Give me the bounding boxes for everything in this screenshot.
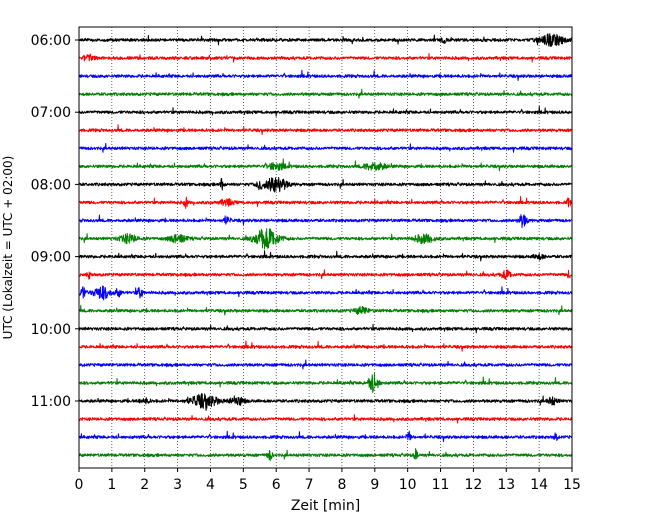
trace-line	[78, 430, 573, 442]
trace-line	[78, 359, 573, 370]
x-axis: 0 1 2 3 4 5 6 7 8 9 10 11 12 13 14 15	[75, 468, 581, 493]
trace-line	[78, 105, 573, 117]
x-tick-label: 8	[337, 477, 346, 493]
trace-line	[78, 323, 573, 334]
y-axis: 06:00 07:00 08:00 09:00 10:00 11:00	[31, 33, 79, 410]
x-tick-label: 14	[530, 477, 548, 493]
x-tick-label: 0	[75, 477, 84, 493]
x-tick-label: 10	[399, 477, 417, 493]
trace-line	[78, 372, 573, 393]
trace-line	[78, 414, 573, 424]
trace-line	[78, 340, 573, 352]
x-tick-label: 2	[140, 477, 149, 493]
x-tick-label: 3	[173, 477, 182, 493]
trace-line	[78, 250, 573, 262]
x-axis-label: Zeit [min]	[291, 498, 360, 514]
y-axis-label: UTC (Lokalzeit = UTC + 02:00)	[1, 156, 15, 340]
plot-frame	[78, 26, 573, 469]
trace-line	[78, 158, 573, 172]
x-tick-label: 9	[370, 477, 379, 493]
y-tick-label: 08:00	[31, 177, 71, 193]
trace-line	[78, 228, 573, 250]
trace-line	[78, 33, 573, 47]
trace-line	[78, 285, 573, 301]
trace-line	[78, 124, 573, 136]
trace-line	[78, 142, 573, 153]
y-tick-label: 11:00	[31, 394, 71, 410]
trace-line	[78, 393, 573, 411]
trace-line	[78, 196, 573, 209]
x-tick-label: 1	[107, 477, 116, 493]
y-tick-label: 09:00	[31, 250, 71, 266]
trace-line	[78, 304, 573, 316]
y-tick-label: 07:00	[31, 105, 71, 121]
trace-line	[78, 269, 573, 280]
x-tick-label: 6	[272, 477, 281, 493]
y-tick-label: 10:00	[31, 322, 71, 338]
x-tick-label: 11	[432, 477, 450, 493]
trace-line	[78, 88, 573, 99]
x-tick-label: 12	[464, 477, 482, 493]
x-tick-label: 4	[206, 477, 215, 493]
x-tick-label: 13	[497, 477, 515, 493]
trace-group	[78, 33, 573, 462]
trace-line	[78, 448, 573, 462]
trace-line	[78, 214, 573, 229]
trace-line	[78, 69, 573, 81]
trace-line	[78, 176, 573, 193]
x-tick-label: 15	[563, 477, 581, 493]
y-tick-label: 06:00	[31, 33, 71, 49]
trace-line	[78, 53, 573, 63]
x-tick-label: 7	[305, 477, 314, 493]
x-tick-label: 5	[239, 477, 248, 493]
